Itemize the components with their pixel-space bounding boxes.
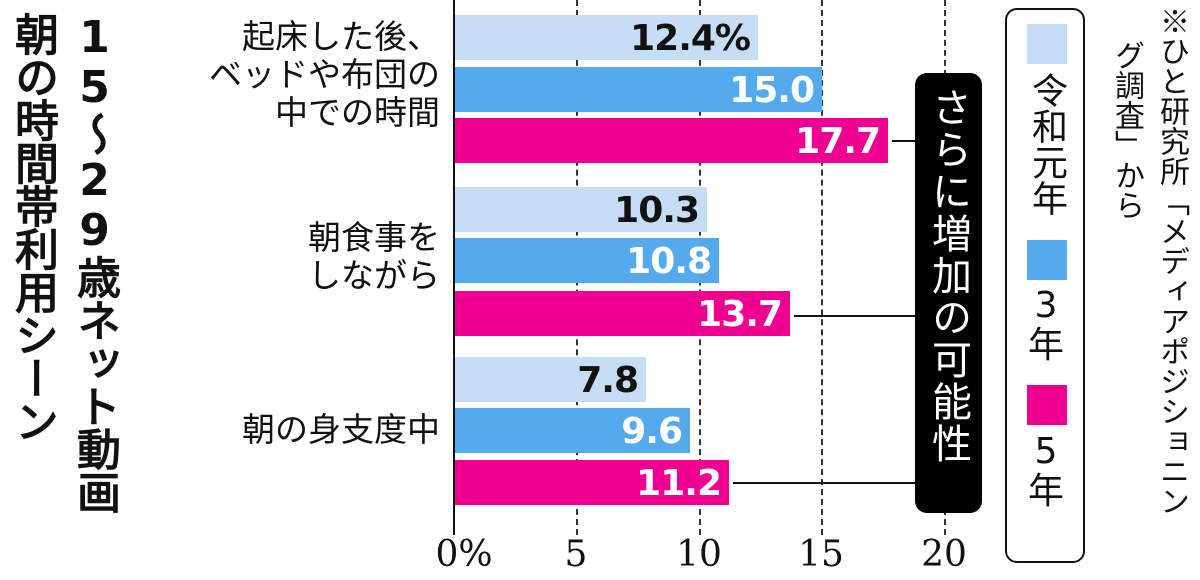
callout-text: さらに増加の可能性 bbox=[925, 87, 971, 465]
gridline-15 bbox=[821, 0, 823, 535]
bar-breakfast-r5: 13.7 bbox=[455, 291, 790, 336]
legend-swatch-r3 bbox=[1027, 240, 1067, 280]
source-note-line1: ※ひと研究所「メディアポジショニン bbox=[1154, 6, 1189, 516]
bar-value: 17.7 bbox=[795, 121, 881, 162]
x-tick-15: 15 bbox=[798, 534, 844, 575]
bar-breakfast-reiwa1: 10.3 bbox=[455, 187, 707, 232]
bar-getting-ready-r5: 11.2 bbox=[455, 460, 729, 505]
bar-value: 11.2 bbox=[636, 463, 722, 504]
legend-label-r5: 5年 bbox=[1026, 432, 1066, 512]
legend-label-text: 5年 bbox=[1027, 431, 1064, 512]
category-label-breakfast: 朝食事を しながら bbox=[308, 219, 440, 295]
bar-value: 12.4% bbox=[630, 18, 751, 59]
bar-value: 10.3 bbox=[614, 190, 700, 231]
bar-getting-ready-r3: 9.6 bbox=[455, 408, 690, 453]
legend-label-text: 3年 bbox=[1027, 285, 1064, 366]
bar-getting-ready-reiwa1: 7.8 bbox=[455, 357, 646, 402]
category-label-line: 朝の身支度中 bbox=[242, 410, 440, 449]
legend-label-reiwa1: 令和元年 bbox=[1026, 72, 1067, 216]
category-label-line: しながら bbox=[308, 256, 440, 295]
callout-box: さらに増加の可能性 bbox=[915, 73, 982, 513]
x-tick-5: 5 bbox=[564, 534, 588, 575]
bar-value: 10.8 bbox=[626, 241, 712, 282]
legend-swatch-reiwa1 bbox=[1027, 24, 1067, 64]
bar-value: 13.7 bbox=[697, 294, 783, 335]
source-note-line2: グ調査」から bbox=[1109, 40, 1144, 220]
bar-in-bed-r3: 15.0 bbox=[455, 67, 822, 112]
category-label-in-bed: 起床した後、 ベッドや布団の 中での時間 bbox=[209, 18, 440, 132]
chart-title: 朝の時間帯利用シーン bbox=[7, 12, 58, 442]
x-tick-10: 10 bbox=[676, 534, 722, 575]
category-label-line: 朝食事を bbox=[308, 218, 440, 257]
category-label-line: 起床した後、 bbox=[242, 17, 440, 56]
bar-value: 9.6 bbox=[621, 411, 683, 452]
bar-in-bed-r5: 17.7 bbox=[455, 118, 888, 163]
x-tick-0: 0% bbox=[435, 534, 493, 575]
category-label-getting-ready: 朝の身支度中 bbox=[242, 411, 440, 449]
category-label-line: 中での時間 bbox=[275, 93, 440, 132]
legend-label-r3: 3年 bbox=[1026, 286, 1066, 366]
bar-value: 7.8 bbox=[577, 360, 639, 401]
x-tick-20: 20 bbox=[921, 534, 967, 575]
legend-swatch-r5 bbox=[1027, 385, 1067, 425]
y-axis-line bbox=[453, 0, 455, 535]
bar-in-bed-reiwa1: 12.4% bbox=[455, 15, 758, 60]
category-label-line: ベッドや布団の bbox=[209, 55, 440, 94]
connector-line bbox=[733, 482, 915, 484]
connector-line bbox=[892, 140, 915, 142]
bar-breakfast-r3: 10.8 bbox=[455, 238, 719, 283]
legend: 令和元年 3年 5年 bbox=[1005, 8, 1085, 563]
connector-line bbox=[794, 315, 915, 317]
chart-subtitle: 15〜29歳ネット動画 bbox=[69, 12, 120, 513]
bar-value: 15.0 bbox=[729, 70, 815, 111]
